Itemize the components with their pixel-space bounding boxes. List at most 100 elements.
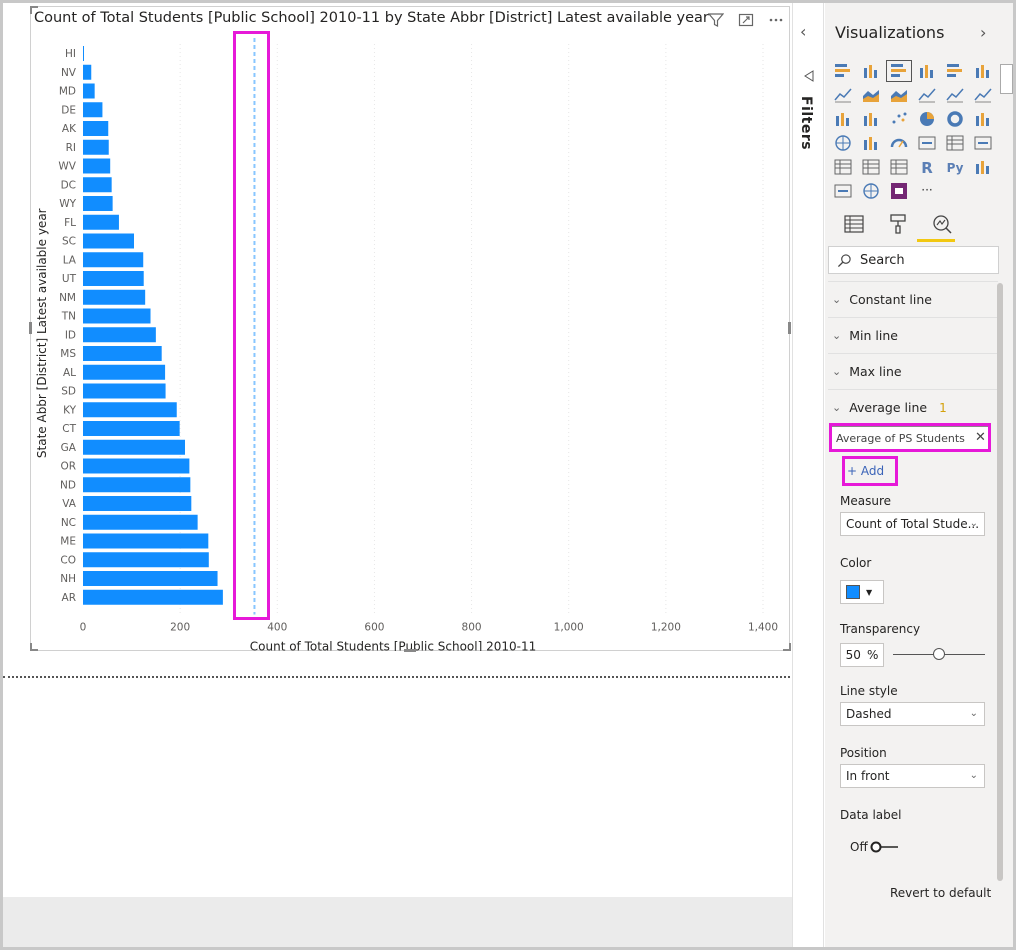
bar xyxy=(83,439,185,455)
bar xyxy=(83,252,144,268)
resize-handle[interactable] xyxy=(30,649,38,651)
clustered-column-chart-icon[interactable] xyxy=(915,61,939,81)
filters-pane-collapsed[interactable] xyxy=(792,3,824,947)
page-tabs-bar xyxy=(3,897,792,947)
pie-chart-icon[interactable] xyxy=(915,109,939,129)
key-influencers-icon[interactable] xyxy=(971,157,995,177)
pane-scrollbar[interactable] xyxy=(997,283,1003,881)
bar xyxy=(83,289,146,305)
stacked-column-chart-icon[interactable] xyxy=(859,61,883,81)
y-tick-label: VA xyxy=(62,498,77,510)
stacked-bar-chart-icon[interactable] xyxy=(831,61,855,81)
gallery-scrollbar[interactable] xyxy=(1000,64,1013,94)
more-options-icon[interactable] xyxy=(768,12,784,28)
resize-handle[interactable] xyxy=(30,6,38,8)
resize-handle[interactable] xyxy=(30,6,32,14)
bar xyxy=(83,402,177,418)
line-style-dropdown[interactable]: Dashed ⌄ xyxy=(840,702,985,726)
measure-dropdown[interactable]: Count of Total Stude... ⌄ xyxy=(840,512,985,536)
slicer-icon[interactable] xyxy=(831,157,855,177)
data-label-toggle[interactable] xyxy=(870,841,900,853)
transparency-input[interactable]: 50 % xyxy=(840,643,884,667)
donut-chart-icon[interactable] xyxy=(943,109,967,129)
treemap-icon[interactable] xyxy=(971,109,995,129)
y-tick-label: NC xyxy=(61,517,76,529)
qa-icon[interactable] xyxy=(831,181,855,201)
format-tab-icon[interactable] xyxy=(885,211,911,237)
resize-handle[interactable] xyxy=(30,643,32,651)
expand-chevron-icon[interactable]: › xyxy=(980,23,987,42)
color-picker-button[interactable]: ▼ xyxy=(840,580,884,604)
bar-chart-visual[interactable]: Count of Total Students [Public School] … xyxy=(30,6,812,651)
bar xyxy=(83,589,223,605)
line-style-label: Line style xyxy=(840,684,898,698)
waterfall-chart-icon[interactable] xyxy=(831,109,855,129)
ribbon-chart-icon[interactable] xyxy=(971,85,995,105)
add-button[interactable]: + Add xyxy=(847,464,885,478)
color-label: Color xyxy=(840,556,872,570)
y-tick-label: MD xyxy=(59,86,76,98)
x-tick-label: 1,400 xyxy=(748,622,778,634)
python-visual-icon[interactable]: Py xyxy=(943,157,967,177)
line-style-value: Dashed xyxy=(846,707,892,721)
resize-handle[interactable] xyxy=(788,322,791,334)
section-max-line[interactable]: ⌄ Max line xyxy=(828,353,998,389)
card-icon[interactable] xyxy=(915,133,939,153)
revert-to-default-button[interactable]: Revert to default xyxy=(890,886,992,900)
position-label: Position xyxy=(840,746,887,760)
filter-pane-icon[interactable] xyxy=(803,70,815,85)
pane-tabs xyxy=(841,211,955,237)
gauge-icon[interactable] xyxy=(887,133,911,153)
resize-handle[interactable] xyxy=(783,649,791,651)
close-icon[interactable]: ✕ xyxy=(975,430,986,445)
filled-map-icon[interactable] xyxy=(859,133,883,153)
fields-tab-icon[interactable] xyxy=(841,211,867,237)
resize-handle[interactable] xyxy=(404,649,416,652)
bar xyxy=(83,383,166,399)
r-visual-icon[interactable]: R xyxy=(915,157,939,177)
stacked-area-chart-icon[interactable] xyxy=(887,85,911,105)
funnel-chart-icon[interactable] xyxy=(859,109,883,129)
line-chart-icon[interactable] xyxy=(831,85,855,105)
y-tick-label: CT xyxy=(62,423,76,435)
100-stacked-bar-chart-icon[interactable] xyxy=(943,61,967,81)
resize-handle[interactable] xyxy=(789,643,791,651)
x-tick-label: 600 xyxy=(364,622,384,634)
analytics-tab-icon[interactable] xyxy=(929,211,955,237)
bar xyxy=(83,496,192,511)
focus-mode-icon[interactable] xyxy=(738,12,754,28)
kpi-icon[interactable] xyxy=(971,133,995,153)
map-icon[interactable] xyxy=(831,133,855,153)
transparency-value: 50 xyxy=(845,648,861,662)
100-stacked-column-chart-icon[interactable] xyxy=(971,61,995,81)
section-average-line[interactable]: ⌄ Average line 1 xyxy=(828,389,998,425)
measure-value: Count of Total Stude... xyxy=(846,517,980,531)
bar xyxy=(83,271,144,286)
average-line-highlight xyxy=(233,31,270,620)
y-tick-label: FL xyxy=(64,217,76,229)
multi-row-card-icon[interactable] xyxy=(943,133,967,153)
table-icon[interactable] xyxy=(859,157,883,177)
search-input[interactable]: Search xyxy=(828,246,999,274)
transparency-slider-thumb[interactable] xyxy=(933,648,945,660)
section-label: Average line xyxy=(849,400,928,415)
collapse-chevron-icon[interactable]: ‹ xyxy=(800,22,807,41)
section-min-line[interactable]: ⌄ Min line xyxy=(828,317,998,353)
clustered-bar-chart-icon[interactable] xyxy=(886,60,912,82)
power-apps-icon[interactable] xyxy=(887,181,911,201)
position-dropdown[interactable]: In front ⌄ xyxy=(840,764,985,788)
more-visuals-icon[interactable]: ··· xyxy=(915,181,939,201)
bar xyxy=(83,196,113,211)
line-clustered-column-chart-icon[interactable] xyxy=(943,85,967,105)
arcgis-map-icon[interactable] xyxy=(859,181,883,201)
resize-handle[interactable] xyxy=(29,322,32,334)
y-tick-label: SD xyxy=(61,386,76,398)
filters-label[interactable]: Filters xyxy=(798,96,814,151)
section-constant-line[interactable]: ⌄ Constant line xyxy=(828,281,998,317)
filter-icon[interactable] xyxy=(707,12,725,28)
area-chart-icon[interactable] xyxy=(859,85,883,105)
y-tick-label: DE xyxy=(61,104,76,116)
line-column-chart-icon[interactable] xyxy=(915,85,939,105)
scatter-chart-icon[interactable] xyxy=(887,109,911,129)
matrix-icon[interactable] xyxy=(887,157,911,177)
